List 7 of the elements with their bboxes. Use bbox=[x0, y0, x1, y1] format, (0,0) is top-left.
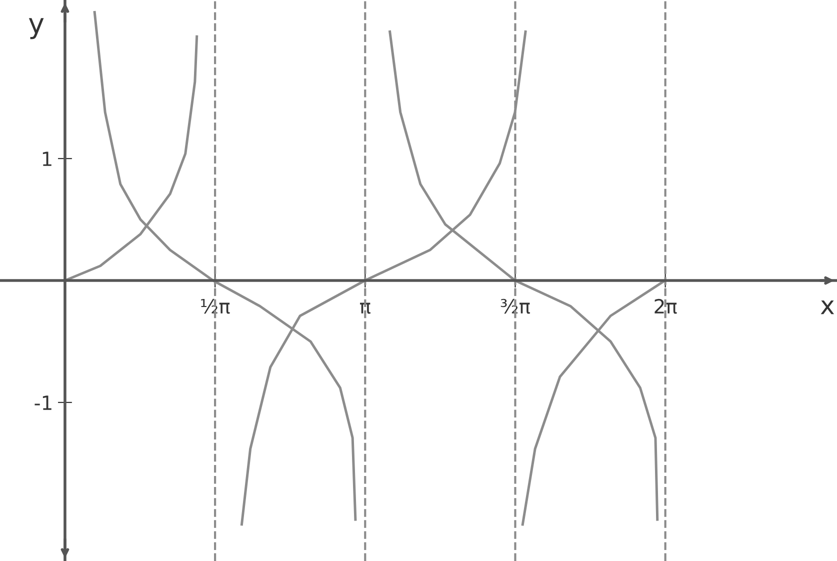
x-axis-title: x bbox=[820, 300, 834, 314]
y-tick-label: -1 bbox=[34, 396, 52, 410]
x-tick-label: ³⁄₂π bbox=[500, 298, 530, 314]
x-tick-label: 2π bbox=[654, 298, 677, 314]
y-tick-label: 1 bbox=[42, 152, 52, 166]
x-tick-label: ½π bbox=[201, 298, 230, 314]
y-axis-title: y bbox=[28, 18, 44, 40]
